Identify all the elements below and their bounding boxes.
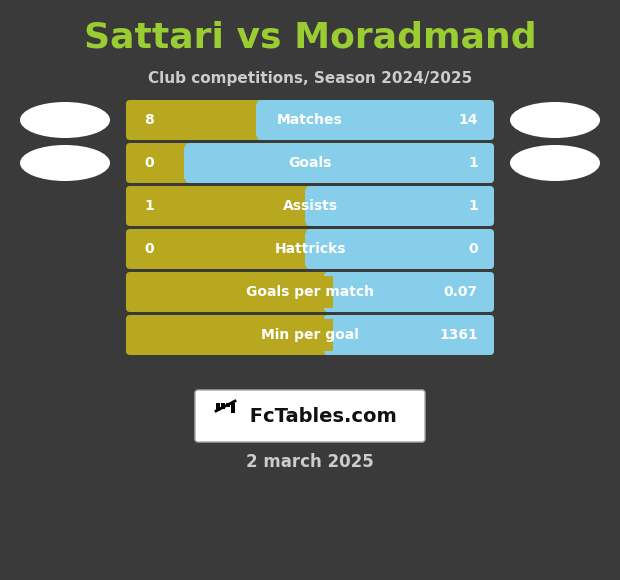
Text: 14: 14 (459, 113, 478, 127)
Text: 1: 1 (468, 199, 478, 213)
FancyBboxPatch shape (126, 315, 332, 355)
Text: Hattricks: Hattricks (274, 242, 346, 256)
Bar (226, 403, 230, 407)
Text: FcTables.com: FcTables.com (243, 407, 397, 426)
Text: 2 march 2025: 2 march 2025 (246, 453, 374, 471)
Ellipse shape (20, 145, 110, 181)
FancyBboxPatch shape (324, 272, 494, 312)
Text: Goals per match: Goals per match (246, 285, 374, 299)
Text: 0: 0 (468, 242, 478, 256)
Bar (323, 319, 333, 351)
Text: 0: 0 (144, 242, 154, 256)
Ellipse shape (20, 102, 110, 138)
Text: Club competitions, Season 2024/2025: Club competitions, Season 2024/2025 (148, 71, 472, 85)
Text: 8: 8 (144, 113, 154, 127)
Text: 0.07: 0.07 (444, 285, 478, 299)
Text: Assists: Assists (283, 199, 337, 213)
Ellipse shape (510, 102, 600, 138)
Text: Matches: Matches (277, 113, 343, 127)
FancyBboxPatch shape (126, 100, 265, 140)
Text: 1: 1 (144, 199, 154, 213)
Bar (184, 147, 195, 179)
FancyBboxPatch shape (185, 143, 494, 183)
Text: 0: 0 (144, 156, 154, 170)
Text: 1: 1 (468, 156, 478, 170)
Text: Sattari vs Moradmand: Sattari vs Moradmand (84, 21, 536, 55)
Bar (323, 276, 333, 308)
FancyBboxPatch shape (324, 315, 494, 355)
Bar (231, 403, 235, 413)
Bar (216, 403, 220, 411)
FancyBboxPatch shape (195, 390, 425, 442)
Text: Goals: Goals (288, 156, 332, 170)
Bar (221, 403, 225, 409)
Bar (305, 190, 315, 222)
Ellipse shape (510, 145, 600, 181)
FancyBboxPatch shape (126, 143, 193, 183)
FancyBboxPatch shape (257, 100, 494, 140)
FancyBboxPatch shape (126, 272, 332, 312)
FancyBboxPatch shape (306, 229, 494, 269)
FancyBboxPatch shape (126, 229, 314, 269)
Text: 1361: 1361 (439, 328, 478, 342)
FancyBboxPatch shape (126, 186, 314, 226)
Bar (305, 233, 315, 265)
Text: Min per goal: Min per goal (261, 328, 359, 342)
Bar (256, 104, 266, 136)
FancyBboxPatch shape (306, 186, 494, 226)
